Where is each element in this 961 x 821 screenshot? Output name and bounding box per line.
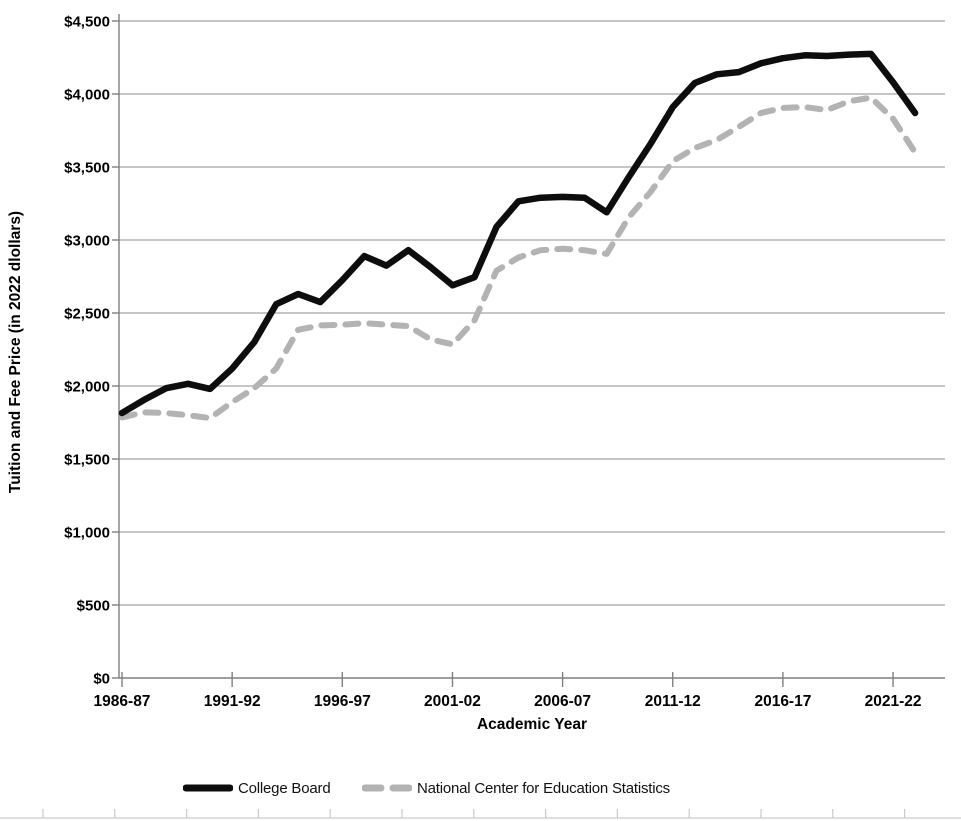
- legend-label-college-board: College Board: [238, 779, 331, 797]
- x-axis-title: Academic Year: [476, 716, 587, 733]
- legend-item-nces: National Center for Education Statistics: [362, 775, 670, 801]
- y-tick-label: $500: [77, 598, 110, 615]
- series-line-national-center-for-education-statistics: [119, 94, 919, 422]
- legend-label-nces: National Center for Education Statistics: [417, 779, 670, 797]
- x-tick-label: 2021-22: [865, 693, 922, 710]
- x-tick-label: 2001-02: [424, 693, 481, 710]
- solid-line-swatch-icon: [183, 784, 233, 792]
- y-tick-label: $0: [93, 671, 110, 688]
- y-tick-label: $4,000: [64, 87, 110, 104]
- y-tick-label: $1,000: [64, 525, 110, 542]
- x-tick-label: 2006-07: [534, 693, 591, 710]
- y-tick-label: $1,500: [64, 452, 110, 469]
- y-tick-label: $2,500: [64, 306, 110, 323]
- dashed-line-swatch-icon: [362, 784, 412, 792]
- x-tick-label: 2011-12: [645, 693, 701, 710]
- x-tick-label: 1986-87: [94, 693, 151, 710]
- y-axis-title: Tuition and Fee Price (in 2022 dlollars): [7, 210, 24, 494]
- y-tick-label: $3,000: [64, 233, 110, 250]
- x-tick-label: 1991-92: [204, 693, 261, 710]
- series-line-college-board: [118, 50, 919, 417]
- y-tick-label: $3,500: [64, 160, 110, 177]
- y-tick-label: $4,500: [64, 14, 110, 31]
- x-tick-label: 1996-97: [314, 693, 371, 710]
- y-tick-label: $2,000: [64, 379, 110, 396]
- x-tick-label: 2016-17: [754, 693, 811, 710]
- chart-legend: College Board National Center for Educat…: [0, 775, 961, 805]
- legend-item-college-board: College Board: [183, 775, 331, 801]
